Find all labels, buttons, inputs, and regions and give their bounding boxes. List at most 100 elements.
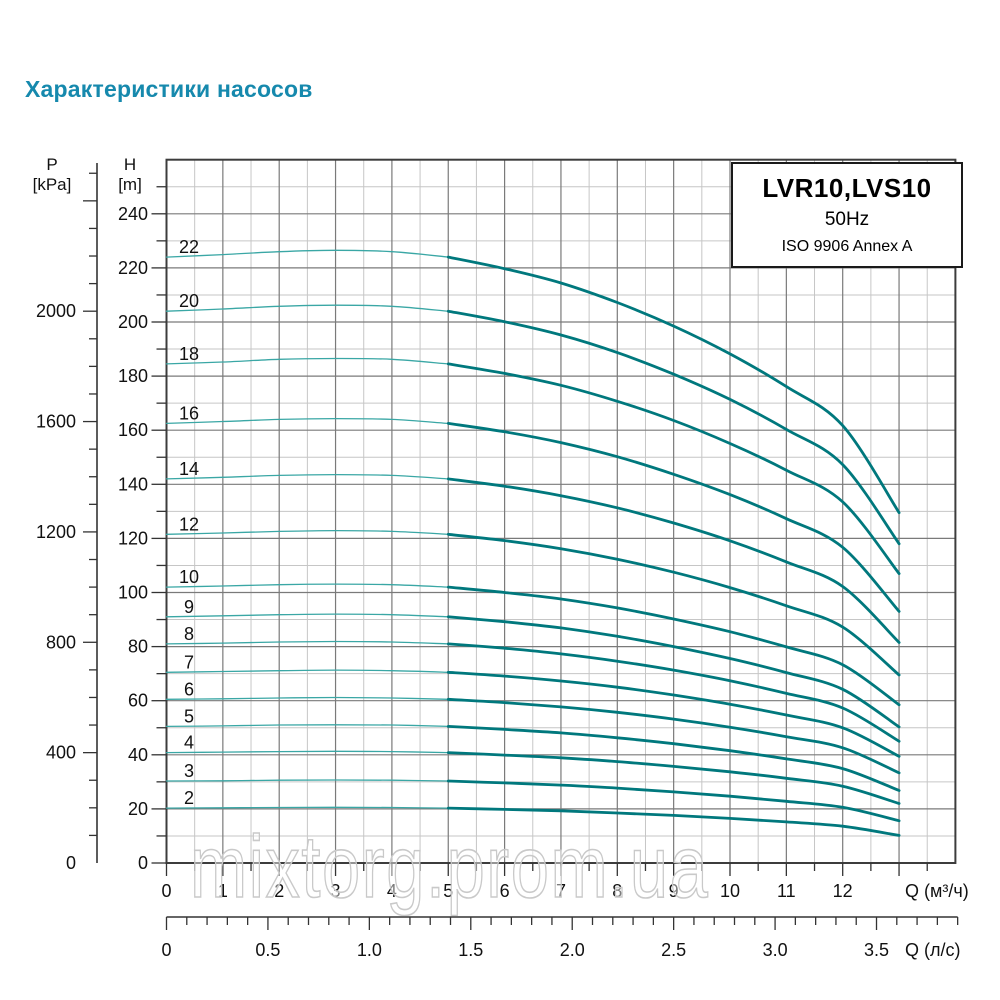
flow-tick-label: 0 bbox=[161, 881, 171, 901]
head-tick-label: 120 bbox=[118, 528, 148, 548]
ls-tick-label: 2.5 bbox=[661, 940, 686, 960]
flow-tick-label: 9 bbox=[669, 881, 679, 901]
head-tick-label: 0 bbox=[138, 853, 148, 873]
pressure-axis-header: P [kPa] bbox=[22, 155, 82, 195]
flow-tick-label: 4 bbox=[387, 881, 397, 901]
head-tick-label: 100 bbox=[118, 583, 148, 603]
head-tick-label: 20 bbox=[128, 799, 148, 819]
curve-16-thin bbox=[165, 417, 449, 425]
pressure-axis: 2000 1600 1200 800 400 0 bbox=[36, 163, 98, 873]
pressure-tick-label: 0 bbox=[66, 853, 76, 873]
head-tick-label: 200 bbox=[118, 312, 148, 332]
curve-label-18: 18 bbox=[179, 344, 199, 364]
curve-9-bold bbox=[446, 615, 901, 729]
curve-label-9: 9 bbox=[184, 597, 194, 617]
head-tick-label: 80 bbox=[128, 637, 148, 657]
info-box: LVR10,LVS10 50Hz ISO 9906 Annex A bbox=[731, 162, 963, 268]
flow-tick-label: 5 bbox=[443, 881, 453, 901]
curve-label-20: 20 bbox=[179, 291, 199, 311]
flow-axis-ls: 0 0.5 1.0 1.5 2.0 2.5 3.0 3.5 bbox=[161, 916, 959, 960]
pressure-tick-label: 1200 bbox=[36, 522, 76, 542]
flow-tick-label: 1 bbox=[218, 881, 228, 901]
pressure-axis-name: P bbox=[46, 155, 58, 174]
curve-label-22: 22 bbox=[179, 237, 199, 257]
curve-8-bold bbox=[446, 642, 901, 743]
flow-axis-label-m3h: Q (м³/ч) bbox=[905, 881, 969, 901]
curve-2-thin bbox=[165, 806, 449, 809]
curve-label-3: 3 bbox=[184, 761, 194, 781]
curve-label-5: 5 bbox=[184, 706, 194, 726]
curve-20-bold bbox=[446, 309, 901, 546]
curve-18-bold bbox=[446, 362, 901, 575]
frequency: 50Hz bbox=[824, 209, 870, 230]
head-tick-label: 180 bbox=[118, 366, 148, 386]
curve-label-12: 12 bbox=[179, 514, 199, 534]
curve-5-bold bbox=[446, 725, 901, 792]
ls-tick-label: 2.0 bbox=[560, 940, 585, 960]
curve-10-thin bbox=[165, 583, 449, 588]
curve-4-bold bbox=[446, 751, 901, 805]
curve-label-6: 6 bbox=[184, 679, 194, 699]
curve-14-thin bbox=[165, 473, 449, 480]
flow-axis-m3h: 0 1 2 3 4 5 6 7 8 9 10 11 12 bbox=[161, 863, 928, 901]
curves: 22 20 18 16 14 12 10 9 8 7 6 5 4 3 2 bbox=[165, 237, 901, 837]
curve-label-4: 4 bbox=[184, 733, 194, 753]
flow-tick-label: 2 bbox=[274, 881, 284, 901]
flow-tick-label: 12 bbox=[833, 881, 853, 901]
curve-7-thin bbox=[165, 669, 449, 673]
pressure-axis-unit: [kPa] bbox=[32, 175, 72, 194]
curve-18-thin bbox=[165, 357, 449, 365]
page-title: Характеристики насосов bbox=[25, 76, 313, 102]
curve-6-thin bbox=[165, 696, 449, 700]
curve-10-bold bbox=[446, 585, 901, 707]
head-axis-header: H [m] bbox=[100, 155, 160, 195]
curve-label-10: 10 bbox=[179, 567, 199, 587]
head-tick-label: 220 bbox=[118, 258, 148, 278]
ls-tick-label: 3.5 bbox=[864, 940, 889, 960]
ls-tick-label: 0 bbox=[161, 940, 171, 960]
curve-label-16: 16 bbox=[179, 403, 199, 423]
head-tick-label: 40 bbox=[128, 745, 148, 765]
head-tick-label: 240 bbox=[118, 204, 148, 224]
curve-3-thin bbox=[165, 779, 449, 782]
iso-standard: ISO 9906 Annex A bbox=[781, 238, 913, 255]
flow-tick-label: 11 bbox=[777, 881, 796, 901]
curve-5-thin bbox=[165, 724, 449, 728]
head-axis-unit: [m] bbox=[118, 175, 142, 194]
flow-axis-label-ls: Q (л/с) bbox=[905, 940, 961, 960]
curve-6-bold bbox=[446, 697, 901, 775]
ls-tick-label: 1.5 bbox=[458, 940, 483, 960]
pressure-tick-label: 2000 bbox=[36, 301, 76, 321]
pump-model: LVR10,LVS10 bbox=[762, 173, 932, 203]
flow-tick-label: 3 bbox=[331, 881, 341, 901]
curve-2-bold bbox=[446, 806, 901, 837]
curve-12-thin bbox=[165, 529, 449, 535]
curve-7-bold bbox=[446, 670, 901, 758]
head-tick-label: 160 bbox=[118, 420, 148, 440]
curve-4-thin bbox=[165, 750, 449, 754]
head-tick-label: 140 bbox=[118, 474, 148, 494]
head-tick-label: 60 bbox=[128, 691, 148, 711]
curve-16-bold bbox=[446, 422, 901, 613]
pressure-tick-label: 1600 bbox=[36, 412, 76, 432]
curve-22-bold bbox=[446, 255, 901, 515]
flow-tick-label: 6 bbox=[500, 881, 510, 901]
curve-label-14: 14 bbox=[179, 459, 199, 479]
curve-label-8: 8 bbox=[184, 624, 194, 644]
head-axis-name: H bbox=[123, 155, 137, 174]
ls-tick-label: 0.5 bbox=[255, 940, 280, 960]
curve-label-7: 7 bbox=[184, 652, 194, 672]
pressure-tick-label: 400 bbox=[46, 743, 76, 763]
pressure-tick-label: 800 bbox=[46, 632, 76, 652]
curve-22-thin bbox=[165, 249, 449, 258]
flow-tick-label: 8 bbox=[612, 881, 622, 901]
curve-20-thin bbox=[165, 304, 449, 312]
curve-label-2: 2 bbox=[184, 788, 194, 808]
curve-9-thin bbox=[165, 613, 449, 618]
curve-12-bold bbox=[446, 532, 901, 677]
curve-14-bold bbox=[446, 477, 901, 644]
curve-8-thin bbox=[165, 640, 449, 645]
